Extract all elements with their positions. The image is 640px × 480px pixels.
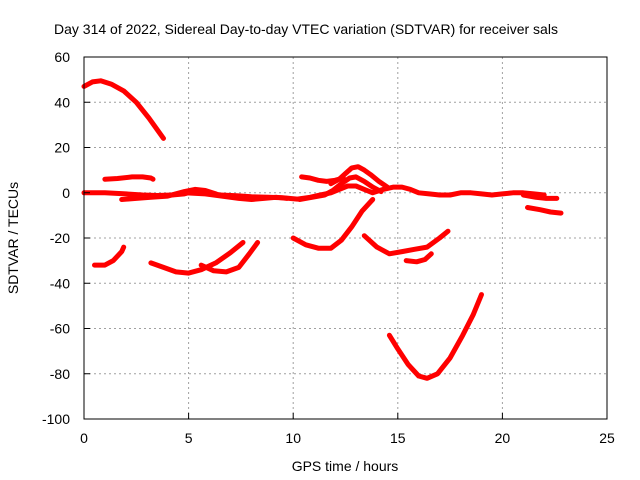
series-arc-11 <box>92 244 127 268</box>
x-tick-label: 0 <box>80 430 88 446</box>
series-arc-13 <box>198 240 261 275</box>
y-tick-label: -20 <box>50 230 70 246</box>
series-arc-08 <box>299 174 346 184</box>
y-tick-label: -60 <box>50 321 70 337</box>
series-arc-15 <box>361 228 451 257</box>
series-arc-06 <box>297 174 384 202</box>
y-tick-label: -100 <box>42 411 70 427</box>
x-tick-label: 15 <box>390 430 406 446</box>
y-tick-label: -40 <box>50 275 70 291</box>
series-arc-02 <box>102 174 156 182</box>
y-axis-label: SDTVAR / TECUs <box>5 182 21 294</box>
y-tick-label: -80 <box>50 366 70 382</box>
series-arc-09 <box>520 192 560 201</box>
y-tick-label: 60 <box>54 49 70 65</box>
tick-labels: 0 5 10 15 20 25 -100 -80 -60 -40 -20 0 20 40 60 <box>42 49 615 446</box>
series-arc-16 <box>403 251 434 265</box>
y-tick-label: 0 <box>62 185 70 201</box>
x-tick-label: 10 <box>285 430 301 446</box>
series-arc-17 <box>386 292 484 381</box>
chart-title: Day 314 of 2022, Sidereal Day-to-day VTE… <box>54 21 558 37</box>
series-group <box>81 78 564 381</box>
x-tick-label: 5 <box>185 430 193 446</box>
series-arc-04 <box>119 186 219 202</box>
series-arc-05 <box>181 190 290 202</box>
series-arc-01 <box>81 78 166 141</box>
series-arc-14 <box>290 197 376 251</box>
series-arc-10 <box>525 205 564 216</box>
y-tick-label: 40 <box>54 94 70 110</box>
series-arc-12 <box>148 240 246 276</box>
x-tick-label: 20 <box>495 430 511 446</box>
x-axis-label: GPS time / hours <box>292 458 399 474</box>
y-tick-label: 20 <box>54 140 70 156</box>
x-tick-label: 25 <box>599 430 615 446</box>
